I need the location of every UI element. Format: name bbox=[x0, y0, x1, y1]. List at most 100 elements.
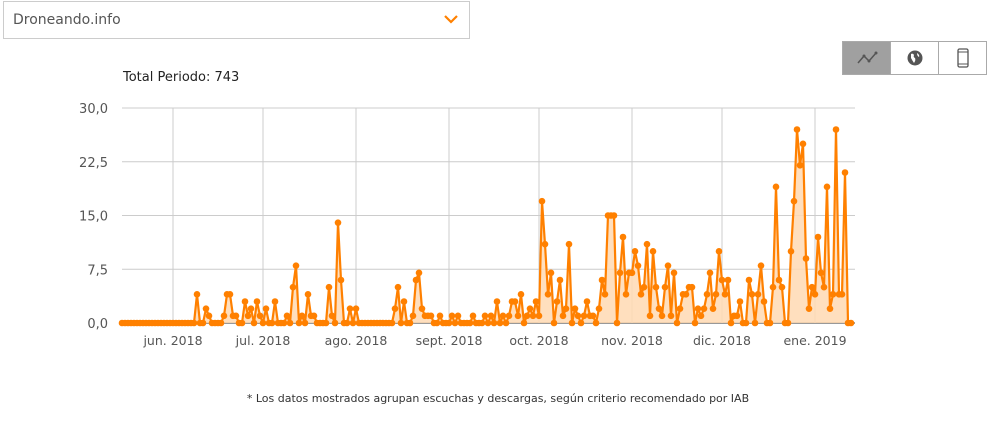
data-point bbox=[202, 305, 210, 312]
data-point bbox=[343, 319, 351, 327]
map-view-button[interactable] bbox=[890, 42, 938, 74]
data-point bbox=[244, 312, 252, 320]
data-point bbox=[802, 255, 810, 262]
data-point bbox=[256, 312, 264, 320]
data-point bbox=[583, 298, 591, 305]
data-point bbox=[649, 248, 657, 255]
data-point bbox=[514, 312, 522, 320]
data-point bbox=[271, 298, 279, 305]
y-tick-label: 22,5 bbox=[79, 156, 108, 171]
data-point bbox=[505, 312, 513, 320]
data-point bbox=[532, 298, 540, 305]
data-point bbox=[517, 291, 525, 298]
data-point bbox=[448, 312, 456, 320]
data-point bbox=[478, 319, 486, 327]
data-point bbox=[616, 269, 624, 277]
data-point bbox=[538, 197, 546, 205]
data-point bbox=[331, 319, 339, 327]
x-tick-label: dic. 2018 bbox=[693, 333, 751, 348]
data-point bbox=[796, 162, 804, 169]
data-point bbox=[259, 319, 267, 327]
data-point bbox=[190, 319, 198, 327]
data-point bbox=[415, 269, 423, 277]
data-point bbox=[787, 248, 795, 255]
data-point bbox=[199, 319, 207, 327]
data-point bbox=[469, 312, 477, 320]
data-point bbox=[637, 291, 645, 298]
data-point bbox=[205, 312, 213, 320]
data-point bbox=[670, 269, 678, 277]
device-view-button[interactable] bbox=[938, 42, 986, 74]
data-point bbox=[487, 312, 495, 320]
data-point bbox=[247, 305, 255, 312]
data-point bbox=[412, 276, 420, 284]
data-point bbox=[847, 319, 855, 327]
data-point bbox=[520, 319, 528, 327]
data-point bbox=[529, 312, 537, 320]
x-tick-label: oct. 2018 bbox=[509, 333, 568, 348]
data-point bbox=[694, 305, 702, 312]
data-point bbox=[556, 276, 564, 284]
data-point bbox=[337, 276, 345, 284]
data-point bbox=[550, 319, 558, 327]
x-tick-label: nov. 2018 bbox=[601, 333, 663, 348]
total-period: Total Periodo: 743 bbox=[123, 70, 240, 85]
data-point bbox=[286, 319, 294, 327]
data-point bbox=[238, 319, 246, 327]
data-point bbox=[703, 291, 711, 298]
data-point bbox=[673, 319, 681, 327]
data-point bbox=[655, 305, 663, 312]
data-point bbox=[325, 283, 333, 291]
data-point bbox=[595, 305, 603, 312]
footnote: * Los datos mostrados agrupan escuchas y… bbox=[246, 392, 750, 405]
data-point bbox=[328, 312, 336, 320]
data-point bbox=[817, 269, 825, 277]
data-point bbox=[553, 298, 561, 305]
data-point bbox=[628, 269, 636, 277]
data-point bbox=[451, 319, 459, 327]
data-point bbox=[688, 283, 696, 291]
line-chart-view-button[interactable] bbox=[843, 42, 890, 74]
data-point bbox=[559, 312, 567, 320]
data-point bbox=[682, 291, 690, 298]
data-point bbox=[289, 283, 297, 291]
data-point bbox=[268, 319, 276, 327]
data-point bbox=[622, 291, 630, 298]
data-point bbox=[631, 248, 639, 255]
data-point bbox=[760, 298, 768, 305]
data-point bbox=[322, 319, 330, 327]
view-toggle-group bbox=[842, 41, 987, 75]
podcast-selector[interactable]: Droneando.info bbox=[3, 1, 470, 39]
data-point bbox=[727, 319, 735, 327]
data-point bbox=[580, 312, 588, 320]
data-point bbox=[598, 276, 606, 284]
data-point bbox=[661, 283, 669, 291]
data-point bbox=[820, 283, 828, 291]
data-point bbox=[574, 312, 582, 320]
data-point bbox=[700, 305, 708, 312]
data-point bbox=[712, 291, 720, 298]
data-point bbox=[298, 312, 306, 320]
data-point bbox=[280, 319, 288, 327]
data-point bbox=[406, 319, 414, 327]
data-point bbox=[832, 126, 840, 133]
data-point bbox=[808, 283, 816, 291]
data-point bbox=[334, 219, 342, 226]
data-point bbox=[640, 283, 648, 291]
data-point bbox=[634, 262, 642, 269]
x-tick-label: jul. 2018 bbox=[235, 333, 291, 348]
data-point bbox=[499, 312, 507, 320]
y-tick-label: 30,0 bbox=[79, 102, 108, 117]
data-point bbox=[544, 291, 552, 298]
data-point bbox=[724, 276, 732, 284]
data-point bbox=[433, 319, 441, 327]
data-point bbox=[664, 262, 672, 269]
data-point bbox=[652, 283, 660, 291]
data-point bbox=[589, 312, 597, 320]
data-point bbox=[697, 312, 705, 320]
podcast-selector-value: Droneando.info bbox=[13, 12, 121, 28]
data-point bbox=[718, 276, 726, 284]
data-point bbox=[394, 283, 402, 291]
line-chart-icon bbox=[856, 51, 877, 64]
data-point bbox=[466, 319, 474, 327]
